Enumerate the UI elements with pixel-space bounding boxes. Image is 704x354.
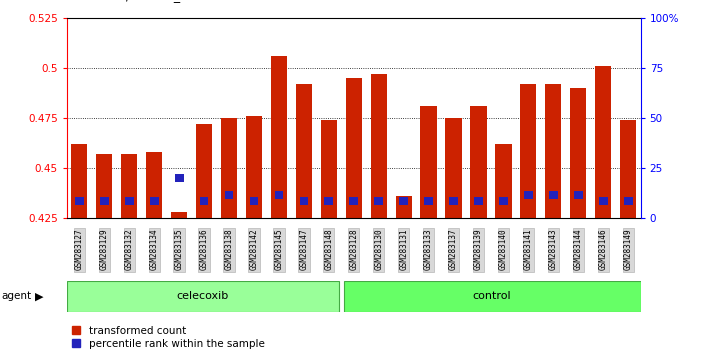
Bar	[499, 197, 508, 205]
Bar	[125, 197, 134, 205]
Bar	[250, 197, 258, 205]
Bar	[296, 84, 312, 218]
Bar	[71, 144, 87, 218]
Bar	[225, 191, 234, 199]
Text: GSM283139: GSM283139	[474, 229, 483, 270]
Text: GSM283146: GSM283146	[598, 229, 608, 270]
Bar	[321, 120, 337, 218]
Bar	[75, 197, 84, 205]
Text: ▶: ▶	[35, 291, 44, 302]
Bar	[620, 120, 636, 218]
Bar	[150, 197, 158, 205]
Text: GSM283141: GSM283141	[524, 229, 533, 270]
Bar	[474, 197, 483, 205]
Bar	[100, 197, 108, 205]
Bar	[325, 197, 333, 205]
Text: GSM283128: GSM283128	[349, 229, 358, 270]
Text: control: control	[473, 291, 511, 302]
Text: GSM283140: GSM283140	[499, 229, 508, 270]
Bar	[346, 78, 362, 218]
Text: GSM283147: GSM283147	[299, 229, 308, 270]
Text: GSM283133: GSM283133	[424, 229, 433, 270]
Text: GDS3384 / 34501_at: GDS3384 / 34501_at	[63, 0, 193, 2]
Text: GSM283131: GSM283131	[399, 229, 408, 270]
Bar	[624, 197, 632, 205]
Bar	[171, 212, 187, 218]
Bar	[595, 66, 611, 218]
Bar	[520, 84, 536, 218]
Bar	[470, 106, 486, 218]
Bar	[524, 191, 533, 199]
Text: GSM283142: GSM283142	[249, 229, 258, 270]
Bar	[146, 152, 163, 218]
Text: GSM283138: GSM283138	[225, 229, 234, 270]
Text: GSM283129: GSM283129	[100, 229, 109, 270]
Text: GSM283130: GSM283130	[375, 229, 383, 270]
Bar	[370, 74, 386, 218]
Text: GSM283132: GSM283132	[125, 229, 134, 270]
Bar	[446, 118, 462, 218]
Legend: transformed count, percentile rank within the sample: transformed count, percentile rank withi…	[72, 326, 265, 349]
Text: GSM283148: GSM283148	[325, 229, 333, 270]
Bar	[570, 88, 586, 218]
Bar	[349, 197, 358, 205]
Bar	[496, 144, 512, 218]
Bar	[246, 116, 262, 218]
Bar	[396, 196, 412, 218]
Bar	[449, 197, 458, 205]
Bar	[425, 197, 433, 205]
Bar	[420, 106, 436, 218]
Text: GSM283145: GSM283145	[275, 229, 284, 270]
Bar	[574, 191, 583, 199]
Bar	[96, 154, 113, 218]
Text: GSM283149: GSM283149	[624, 229, 633, 270]
Text: agent: agent	[1, 291, 32, 302]
Text: GSM283144: GSM283144	[574, 229, 583, 270]
Bar	[299, 197, 308, 205]
Text: GSM283136: GSM283136	[199, 229, 208, 270]
Bar	[67, 281, 339, 312]
Bar	[175, 174, 184, 182]
Bar	[275, 191, 283, 199]
Bar	[221, 118, 237, 218]
Text: celecoxib: celecoxib	[177, 291, 229, 302]
Text: GSM283143: GSM283143	[549, 229, 558, 270]
Bar	[399, 197, 408, 205]
Bar	[549, 191, 558, 199]
Bar	[200, 197, 208, 205]
Bar	[196, 124, 212, 218]
Bar	[599, 197, 608, 205]
Bar	[344, 281, 641, 312]
Text: GSM283135: GSM283135	[175, 229, 184, 270]
Text: GSM283137: GSM283137	[449, 229, 458, 270]
Bar	[121, 154, 137, 218]
Bar	[375, 197, 383, 205]
Bar	[271, 56, 287, 218]
Text: GSM283127: GSM283127	[75, 229, 84, 270]
Text: GSM283134: GSM283134	[150, 229, 158, 270]
Bar	[545, 84, 561, 218]
